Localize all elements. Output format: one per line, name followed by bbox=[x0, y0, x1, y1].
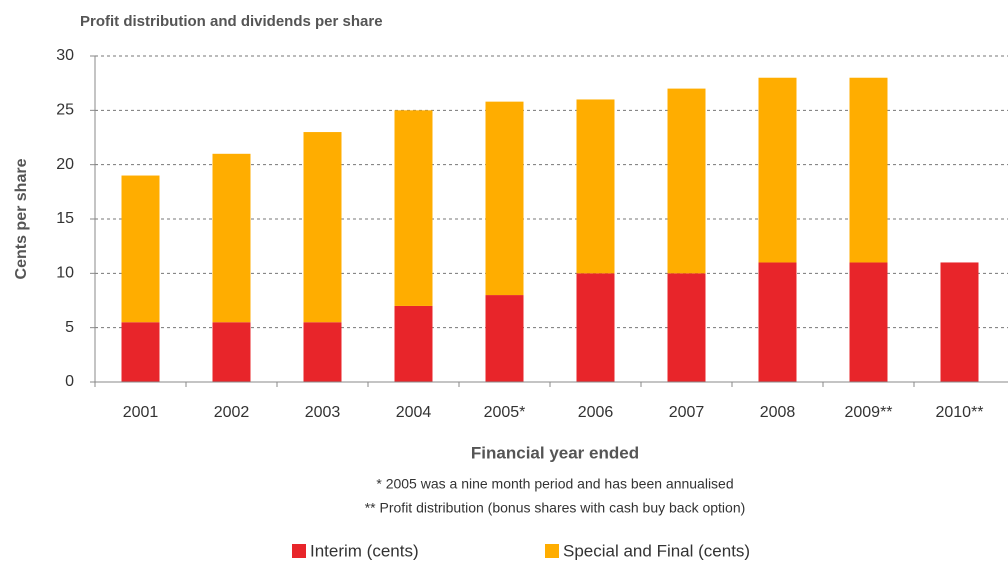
bar bbox=[758, 262, 797, 382]
x-tick-label: 2001 bbox=[123, 404, 159, 421]
x-tick-label: 2009** bbox=[844, 404, 892, 421]
y-tick-label: 30 bbox=[56, 47, 74, 64]
bar bbox=[849, 262, 888, 382]
x-tick-label: 2008 bbox=[760, 404, 796, 421]
y-tick-label: 20 bbox=[56, 156, 74, 173]
note: ** Profit distribution (bonus shares wit… bbox=[365, 500, 746, 516]
legend-swatch bbox=[545, 544, 559, 558]
bar bbox=[121, 322, 160, 382]
legend-label: Interim (cents) bbox=[310, 541, 419, 560]
x-tick-label: 2003 bbox=[305, 404, 341, 421]
bar bbox=[212, 153, 251, 323]
bar bbox=[940, 262, 979, 382]
bar bbox=[849, 77, 888, 263]
bar bbox=[667, 273, 706, 382]
chart-title: Profit distribution and dividends per sh… bbox=[80, 13, 383, 30]
x-tick-label: 2010** bbox=[935, 404, 983, 421]
bar bbox=[303, 322, 342, 382]
x-tick-label: 2005* bbox=[484, 404, 526, 421]
legend-swatch bbox=[292, 544, 306, 558]
x-tick-label: 2004 bbox=[396, 404, 432, 421]
y-tick-label: 10 bbox=[56, 265, 74, 282]
y-tick-label: 15 bbox=[56, 210, 74, 227]
bar bbox=[212, 322, 251, 382]
bar bbox=[576, 273, 615, 382]
bar bbox=[758, 77, 797, 263]
bar bbox=[667, 88, 706, 274]
bar bbox=[394, 110, 433, 306]
y-tick-label: 25 bbox=[56, 102, 74, 119]
y-tick-label: 5 bbox=[65, 319, 74, 336]
y-axis-title: Cents per share bbox=[13, 158, 30, 279]
bar bbox=[303, 132, 342, 323]
bar bbox=[121, 175, 160, 323]
x-tick-label: 2007 bbox=[669, 404, 705, 421]
x-tick-label: 2006 bbox=[578, 404, 614, 421]
x-axis-title: Financial year ended bbox=[471, 443, 639, 462]
legend-label: Special and Final (cents) bbox=[563, 541, 750, 560]
bar bbox=[394, 305, 433, 382]
y-tick-label: 0 bbox=[65, 373, 74, 390]
bar bbox=[485, 101, 524, 296]
note: * 2005 was a nine month period and has b… bbox=[376, 476, 733, 492]
x-tick-label: 2002 bbox=[214, 404, 250, 421]
bar bbox=[576, 99, 615, 274]
bar bbox=[485, 295, 524, 382]
